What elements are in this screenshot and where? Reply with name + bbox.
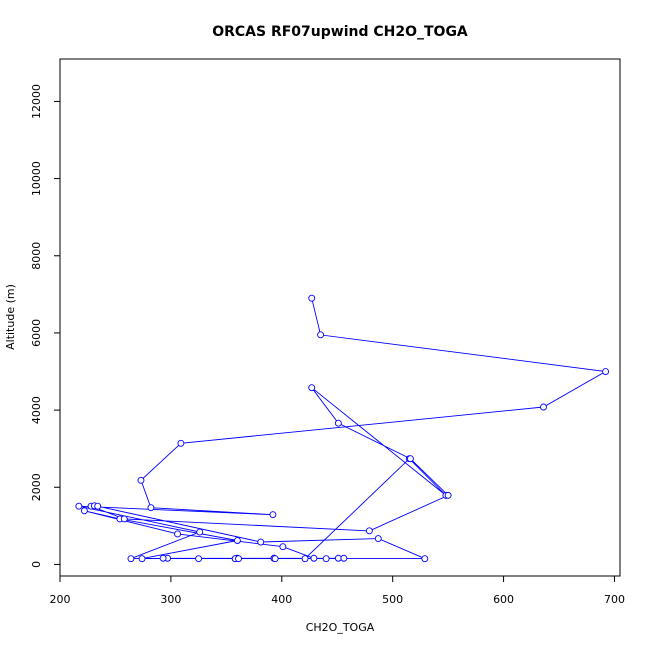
data-point bbox=[80, 507, 88, 515]
data-point bbox=[233, 537, 241, 544]
data-point bbox=[310, 554, 318, 562]
data-point bbox=[174, 530, 181, 538]
x-tick-label: 500 bbox=[382, 593, 403, 606]
data-point bbox=[271, 555, 279, 563]
data-point bbox=[195, 555, 203, 563]
data-point bbox=[138, 555, 146, 563]
data-point bbox=[301, 555, 309, 563]
data-point bbox=[196, 528, 204, 536]
data-point bbox=[279, 543, 287, 551]
data-point bbox=[421, 555, 429, 563]
data-point bbox=[322, 555, 330, 563]
x-axis: 200 300 400 500 600 700 bbox=[50, 575, 625, 606]
y-tick-label: 12000 bbox=[30, 84, 43, 119]
data-point bbox=[317, 331, 325, 339]
data-point bbox=[540, 403, 547, 411]
data-point bbox=[235, 555, 242, 563]
series-layer bbox=[75, 294, 610, 563]
y-tick-label: 10000 bbox=[30, 161, 43, 196]
x-tick-label: 400 bbox=[271, 593, 292, 606]
data-point bbox=[444, 491, 452, 499]
data-point bbox=[120, 515, 128, 523]
plot-frame bbox=[59, 58, 621, 577]
series-line bbox=[78, 298, 607, 560]
y-tick-label: 0 bbox=[30, 561, 43, 568]
y-tick-label: 8000 bbox=[30, 242, 43, 270]
data-point bbox=[177, 439, 185, 447]
x-tick-label: 300 bbox=[160, 593, 181, 606]
x-axis-label: CH2O_TOGA bbox=[306, 621, 375, 634]
data-point bbox=[602, 368, 610, 375]
x-tick-label: 700 bbox=[604, 593, 625, 606]
chart-title: ORCAS RF07upwind CH2O_TOGA bbox=[212, 24, 468, 40]
data-point bbox=[269, 511, 277, 519]
y-axis: 0 2000 4000 6000 8000 10000 12000 bbox=[30, 84, 61, 568]
data-point bbox=[257, 538, 265, 546]
y-tick-label: 2000 bbox=[30, 473, 43, 501]
data-point bbox=[75, 502, 83, 510]
data-point bbox=[159, 554, 167, 562]
y-tick-label: 6000 bbox=[30, 319, 43, 347]
y-tick-label: 4000 bbox=[30, 396, 43, 424]
data-point bbox=[334, 419, 342, 427]
x-tick-label: 600 bbox=[493, 593, 514, 606]
data-point bbox=[365, 527, 373, 535]
data-point bbox=[340, 554, 348, 562]
y-axis-label: Altitude (m) bbox=[4, 284, 17, 350]
data-point bbox=[127, 555, 135, 563]
data-point bbox=[308, 384, 316, 392]
data-point bbox=[374, 535, 382, 543]
data-point bbox=[137, 476, 145, 484]
data-point bbox=[147, 504, 155, 512]
data-point bbox=[406, 455, 414, 463]
data-point bbox=[94, 502, 102, 510]
x-tick-label: 200 bbox=[50, 593, 71, 606]
data-point bbox=[308, 294, 316, 302]
